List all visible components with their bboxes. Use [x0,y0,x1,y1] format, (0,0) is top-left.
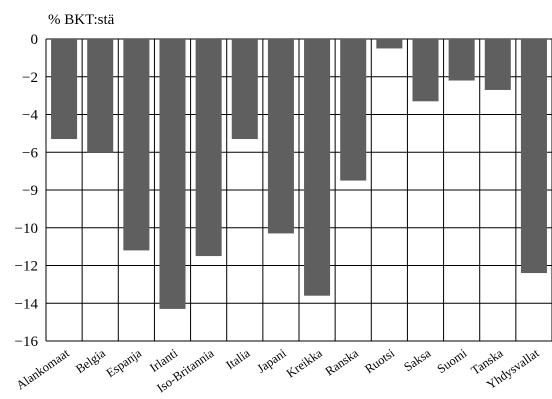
y-tick-label: −9 [22,183,38,199]
category-label: Ranska [323,346,362,379]
bar-japani [267,39,294,234]
y-tick-label: 0 [31,32,39,48]
y-tick-label: −10 [15,221,38,237]
bar-iso-britannia [195,39,222,257]
category-label: Japani [254,346,289,376]
bar-italia [231,39,258,140]
y-tick-label: −12 [15,259,38,275]
bars [51,39,547,309]
bar-tanska [484,39,511,90]
category-label: Italia [223,346,252,372]
bar-espanja [123,39,150,251]
y-tick-label: −4 [22,108,38,124]
category-label: Ruotsi [362,346,397,376]
category-label: Suomi [435,346,470,376]
category-label: Alankomaat [14,346,73,393]
y-tick-label: −16 [15,334,39,350]
y-axis-unit-label: % BKT:stä [48,12,115,28]
bar-yhdysvallat [520,39,547,274]
y-tick-label: −14 [15,296,39,312]
bar-suomi [448,39,475,81]
bar-belgia [87,39,114,153]
category-label: Saksa [401,346,433,374]
bar-irlanti [159,39,186,309]
category-label: Belgia [73,346,108,376]
category-label: Espanja [104,346,145,380]
bar-ranska [340,39,367,181]
category-label: Kreikka [284,346,325,381]
y-tick-label: −6 [22,145,38,161]
bar-saksa [412,39,439,102]
y-tick-labels: 0 −2 −4 −6 −9 −10 −12 −14 −16 [15,32,39,350]
bar-alankomaat [51,39,78,140]
bar-ruotsi [376,39,403,49]
y-tick-label: −2 [22,70,38,86]
bar-kreikka [304,39,331,296]
gridlines [45,38,552,342]
